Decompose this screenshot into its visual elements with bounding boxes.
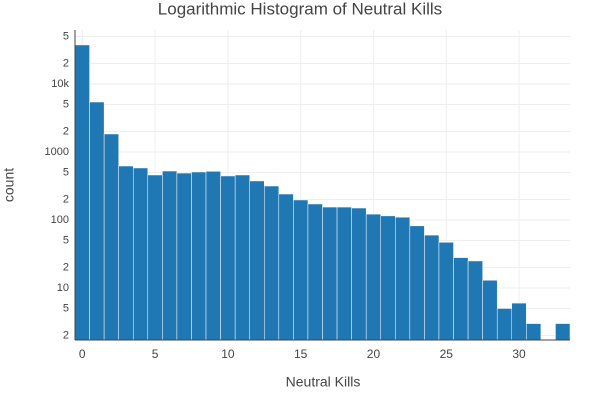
bar — [467, 260, 483, 341]
bar — [395, 216, 411, 341]
bar — [132, 167, 149, 341]
y-tick-label: 5 — [63, 30, 69, 42]
y-tick-label: 2 — [63, 193, 69, 205]
y-tick-label: 100 — [51, 214, 69, 226]
bar — [555, 323, 571, 341]
y-tick-label: 2 — [63, 261, 69, 273]
x-tick-label: 0 — [79, 347, 86, 361]
bar — [307, 203, 323, 341]
bar — [496, 308, 513, 341]
x-tick-label: 15 — [294, 347, 308, 361]
chart-title: Logarithmic Histogram of Neutral Kills — [158, 0, 442, 18]
y-axis-title: count — [1, 168, 17, 202]
y-tick-label: 10k — [51, 78, 69, 90]
bar — [234, 174, 250, 341]
bar — [264, 185, 280, 341]
bar — [220, 175, 236, 341]
bar — [89, 101, 105, 341]
bar — [147, 174, 163, 341]
x-tick-label: 25 — [440, 347, 454, 361]
bar — [322, 206, 338, 341]
bar — [438, 242, 454, 341]
bar — [249, 180, 265, 341]
bar — [511, 302, 527, 341]
bar — [453, 257, 469, 341]
bar — [526, 323, 542, 341]
y-tick-label: 5 — [63, 98, 69, 110]
y-tick-label: 5 — [63, 302, 69, 314]
bar — [365, 213, 381, 341]
y-tick-label: 1000 — [45, 146, 69, 158]
y-tick-label: 10 — [57, 282, 69, 294]
y-tick-label: 2 — [63, 57, 69, 69]
x-tick-label: 10 — [221, 347, 235, 361]
bar — [176, 172, 192, 341]
y-tick-label: 5 — [63, 166, 69, 178]
bar — [351, 207, 367, 341]
bar — [162, 170, 178, 341]
bar — [482, 280, 498, 341]
bar — [293, 199, 309, 341]
bar — [74, 44, 90, 341]
x-tick-label: 20 — [367, 347, 381, 361]
bar — [380, 215, 396, 341]
x-tick-label: 5 — [152, 347, 159, 361]
bar — [118, 165, 134, 341]
bar — [191, 171, 207, 341]
bar — [103, 133, 119, 341]
x-tick-label: 30 — [512, 347, 526, 361]
y-tick-label: 2 — [63, 125, 69, 137]
x-axis-title: Neutral Kills — [286, 374, 361, 390]
bar — [424, 234, 440, 341]
y-tick-label: 5 — [63, 234, 69, 246]
bar — [336, 206, 352, 341]
bar — [205, 171, 221, 341]
bar — [278, 193, 294, 341]
y-tick-label: 2 — [63, 329, 69, 341]
bar — [409, 225, 425, 341]
